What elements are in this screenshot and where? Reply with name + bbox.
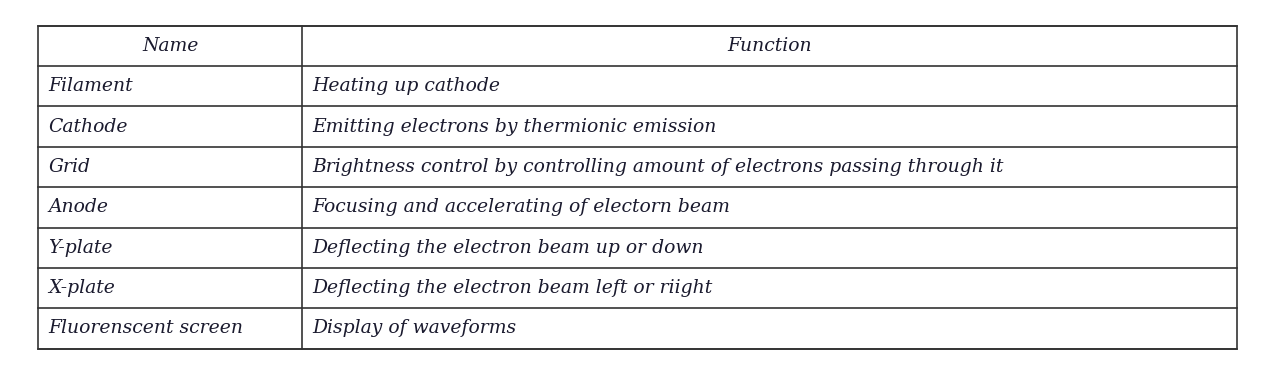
Text: Grid: Grid xyxy=(48,158,91,176)
Text: Brightness control by controlling amount of electrons passing through it: Brightness control by controlling amount… xyxy=(312,158,1003,176)
Text: Anode: Anode xyxy=(48,198,108,217)
Text: Heating up cathode: Heating up cathode xyxy=(312,77,500,95)
Text: Emitting electrons by thermionic emission: Emitting electrons by thermionic emissio… xyxy=(312,117,717,136)
Text: Y-plate: Y-plate xyxy=(48,239,113,257)
Text: Function: Function xyxy=(727,37,812,55)
Text: Fluorenscent screen: Fluorenscent screen xyxy=(48,319,244,338)
Text: Deflecting the electron beam up or down: Deflecting the electron beam up or down xyxy=(312,239,704,257)
Text: Display of waveforms: Display of waveforms xyxy=(312,319,516,338)
Text: Filament: Filament xyxy=(48,77,133,95)
Text: X-plate: X-plate xyxy=(48,279,115,297)
Text: Name: Name xyxy=(142,37,199,55)
Text: Deflecting the electron beam left or riight: Deflecting the electron beam left or rii… xyxy=(312,279,713,297)
Text: Focusing and accelerating of electorn beam: Focusing and accelerating of electorn be… xyxy=(312,198,731,217)
Bar xyxy=(38,26,1237,349)
Text: Cathode: Cathode xyxy=(48,117,128,136)
